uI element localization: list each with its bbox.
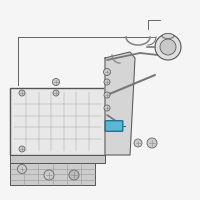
Bar (10, 88, 105, 155)
Circle shape (104, 79, 110, 85)
Circle shape (155, 34, 181, 60)
Polygon shape (105, 52, 135, 155)
Circle shape (18, 164, 26, 173)
Circle shape (19, 90, 25, 96)
Circle shape (69, 170, 79, 180)
Circle shape (44, 170, 54, 180)
Circle shape (104, 92, 110, 98)
Circle shape (134, 139, 142, 147)
Circle shape (104, 105, 110, 111)
Circle shape (104, 68, 110, 75)
Circle shape (52, 78, 60, 86)
Circle shape (160, 39, 176, 55)
Bar (10, 163, 95, 185)
Circle shape (53, 90, 59, 96)
Bar (10, 155, 105, 163)
Circle shape (19, 146, 25, 152)
Ellipse shape (162, 33, 174, 38)
Circle shape (147, 138, 157, 148)
FancyBboxPatch shape (105, 121, 123, 131)
